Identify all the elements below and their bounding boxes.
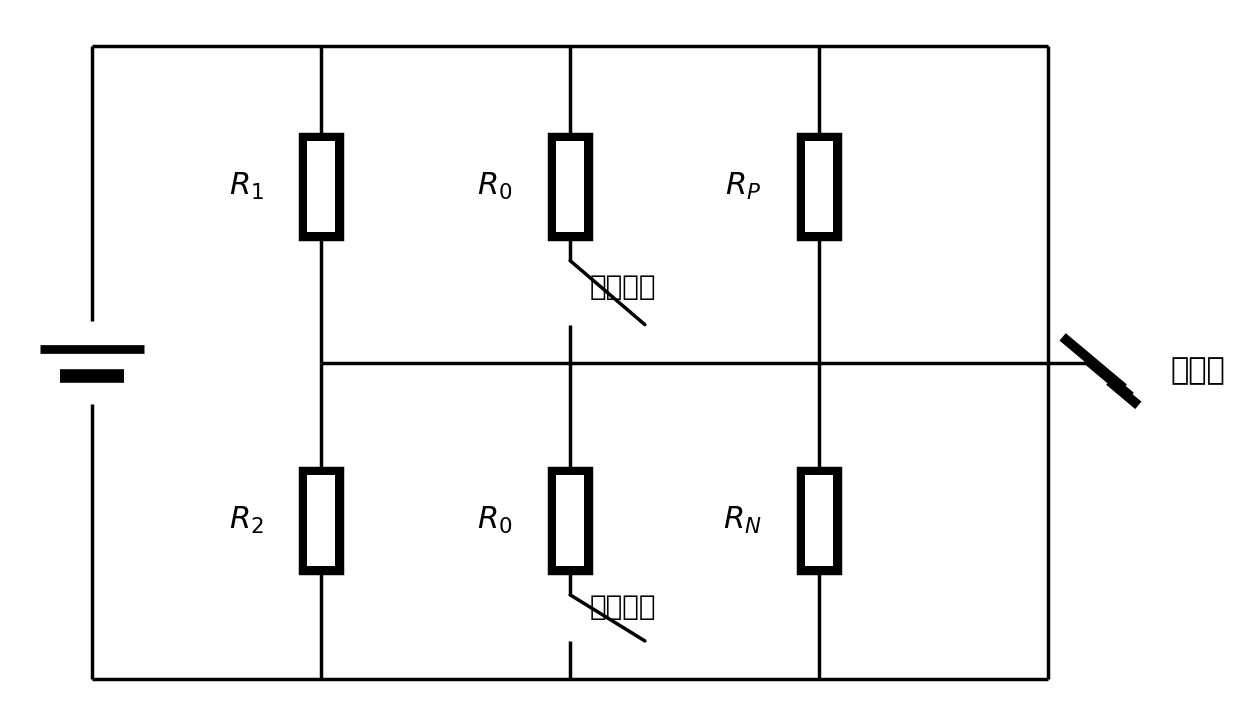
Bar <box>300 468 342 573</box>
Text: $R_1$: $R_1$ <box>228 171 263 202</box>
Bar <box>308 141 335 232</box>
Text: 第一开关: 第一开关 <box>590 273 657 301</box>
Text: $R_0$: $R_0$ <box>477 171 512 202</box>
Text: 机壳地: 机壳地 <box>1171 356 1225 385</box>
Text: $R_0$: $R_0$ <box>477 505 512 536</box>
Bar <box>805 141 833 232</box>
Bar <box>799 468 841 573</box>
Bar <box>557 476 584 566</box>
Text: $R_2$: $R_2$ <box>228 505 263 536</box>
Bar <box>308 476 335 566</box>
Text: $R_P$: $R_P$ <box>725 171 761 202</box>
Bar <box>799 134 841 239</box>
Bar <box>549 134 591 239</box>
Text: $R_N$: $R_N$ <box>723 505 761 536</box>
Bar <box>300 134 342 239</box>
Bar <box>549 468 591 573</box>
Bar <box>557 141 584 232</box>
Text: 第二开关: 第二开关 <box>590 593 657 621</box>
Bar <box>805 476 833 566</box>
